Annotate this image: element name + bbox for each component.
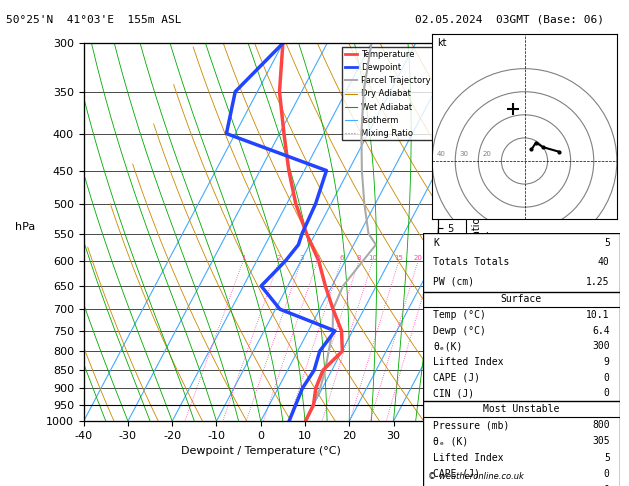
Y-axis label: Mixing Ratio (g/kg): Mixing Ratio (g/kg) bbox=[472, 186, 482, 278]
Text: Pressure (mb): Pressure (mb) bbox=[433, 420, 509, 430]
Y-axis label: km
ASL: km ASL bbox=[484, 232, 502, 254]
Legend: Temperature, Dewpoint, Parcel Trajectory, Dry Adiabat, Wet Adiabat, Isotherm, Mi: Temperature, Dewpoint, Parcel Trajectory… bbox=[342, 48, 433, 140]
Text: 40: 40 bbox=[598, 258, 610, 267]
Text: 1: 1 bbox=[241, 255, 245, 261]
Text: 3: 3 bbox=[299, 255, 303, 261]
Text: Surface: Surface bbox=[501, 295, 542, 304]
Text: 1.25: 1.25 bbox=[586, 277, 610, 287]
Text: CIN (J): CIN (J) bbox=[433, 388, 474, 398]
Text: kt: kt bbox=[437, 37, 447, 48]
Text: 0: 0 bbox=[604, 469, 610, 479]
Text: 20: 20 bbox=[414, 255, 423, 261]
Text: Totals Totals: Totals Totals bbox=[433, 258, 509, 267]
Text: 0: 0 bbox=[604, 372, 610, 382]
Y-axis label: hPa: hPa bbox=[15, 222, 35, 232]
Text: 0: 0 bbox=[604, 485, 610, 486]
Text: 9: 9 bbox=[604, 357, 610, 367]
Text: 25: 25 bbox=[429, 255, 438, 261]
Text: CAPE (J): CAPE (J) bbox=[433, 469, 480, 479]
Text: PW (cm): PW (cm) bbox=[433, 277, 474, 287]
Text: Dewp (°C): Dewp (°C) bbox=[433, 326, 486, 336]
Text: 10.1: 10.1 bbox=[586, 310, 610, 320]
Text: 30: 30 bbox=[460, 151, 469, 157]
Text: 5: 5 bbox=[604, 238, 610, 248]
Text: CIN (J): CIN (J) bbox=[433, 485, 474, 486]
FancyBboxPatch shape bbox=[423, 292, 620, 401]
X-axis label: Dewpoint / Temperature (°C): Dewpoint / Temperature (°C) bbox=[181, 447, 341, 456]
Text: 50°25'N  41°03'E  155m ASL: 50°25'N 41°03'E 155m ASL bbox=[6, 15, 182, 25]
Text: K: K bbox=[433, 238, 439, 248]
Text: Most Unstable: Most Unstable bbox=[483, 404, 560, 414]
Text: Lifted Index: Lifted Index bbox=[433, 452, 503, 463]
Text: 4: 4 bbox=[315, 255, 320, 261]
FancyBboxPatch shape bbox=[423, 401, 620, 486]
Text: 10: 10 bbox=[369, 255, 377, 261]
FancyBboxPatch shape bbox=[423, 233, 620, 292]
Text: 2: 2 bbox=[277, 255, 281, 261]
Text: 800: 800 bbox=[592, 420, 610, 430]
Text: 02.05.2024  03GMT (Base: 06): 02.05.2024 03GMT (Base: 06) bbox=[415, 15, 604, 25]
Text: 15: 15 bbox=[394, 255, 403, 261]
Text: CAPE (J): CAPE (J) bbox=[433, 372, 480, 382]
Text: 5: 5 bbox=[604, 452, 610, 463]
Text: 40: 40 bbox=[437, 151, 446, 157]
Text: θₑ (K): θₑ (K) bbox=[433, 436, 468, 447]
Text: 305: 305 bbox=[592, 436, 610, 447]
Text: 20: 20 bbox=[483, 151, 492, 157]
Text: 0: 0 bbox=[604, 388, 610, 398]
Text: 6.4: 6.4 bbox=[592, 326, 610, 336]
Text: 6: 6 bbox=[339, 255, 343, 261]
Text: 300: 300 bbox=[592, 341, 610, 351]
Text: θₑ(K): θₑ(K) bbox=[433, 341, 462, 351]
Text: Temp (°C): Temp (°C) bbox=[433, 310, 486, 320]
Text: 8: 8 bbox=[357, 255, 361, 261]
Text: Lifted Index: Lifted Index bbox=[433, 357, 503, 367]
Text: © weatheronline.co.uk: © weatheronline.co.uk bbox=[428, 472, 523, 481]
